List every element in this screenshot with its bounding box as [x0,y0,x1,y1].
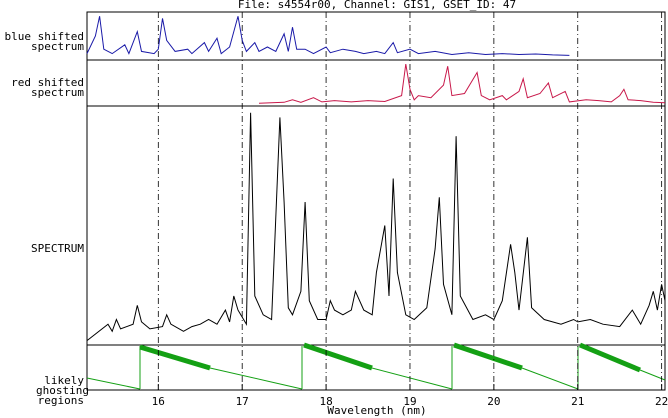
frame [86,11,666,391]
spectrum-line [86,16,570,56]
spectrum-line [86,112,666,341]
ghosting-arrows [86,342,666,390]
chart-title: File: s4554r00, Channel: GIS1, GSET_ID: … [238,0,516,11]
x-tick-label: 16 [152,395,165,408]
x-tick-label: 21 [571,395,584,408]
series-label: red shifted spectrum [11,76,84,99]
x-tick-label: 17 [236,395,249,408]
annotation: likely ghosting regions [36,374,89,407]
series-label: SPECTRUM [31,242,84,255]
x-tick-label: 19 [403,395,416,408]
x-tick-label: 20 [487,395,500,408]
spectrum-line [258,64,666,104]
x-tick-label: 18 [319,395,332,408]
x-tick-label: 22 [655,395,668,408]
x-axis-label: Wavelength (nm) [327,404,426,417]
series-label: blue shifted spectrum [4,30,84,53]
